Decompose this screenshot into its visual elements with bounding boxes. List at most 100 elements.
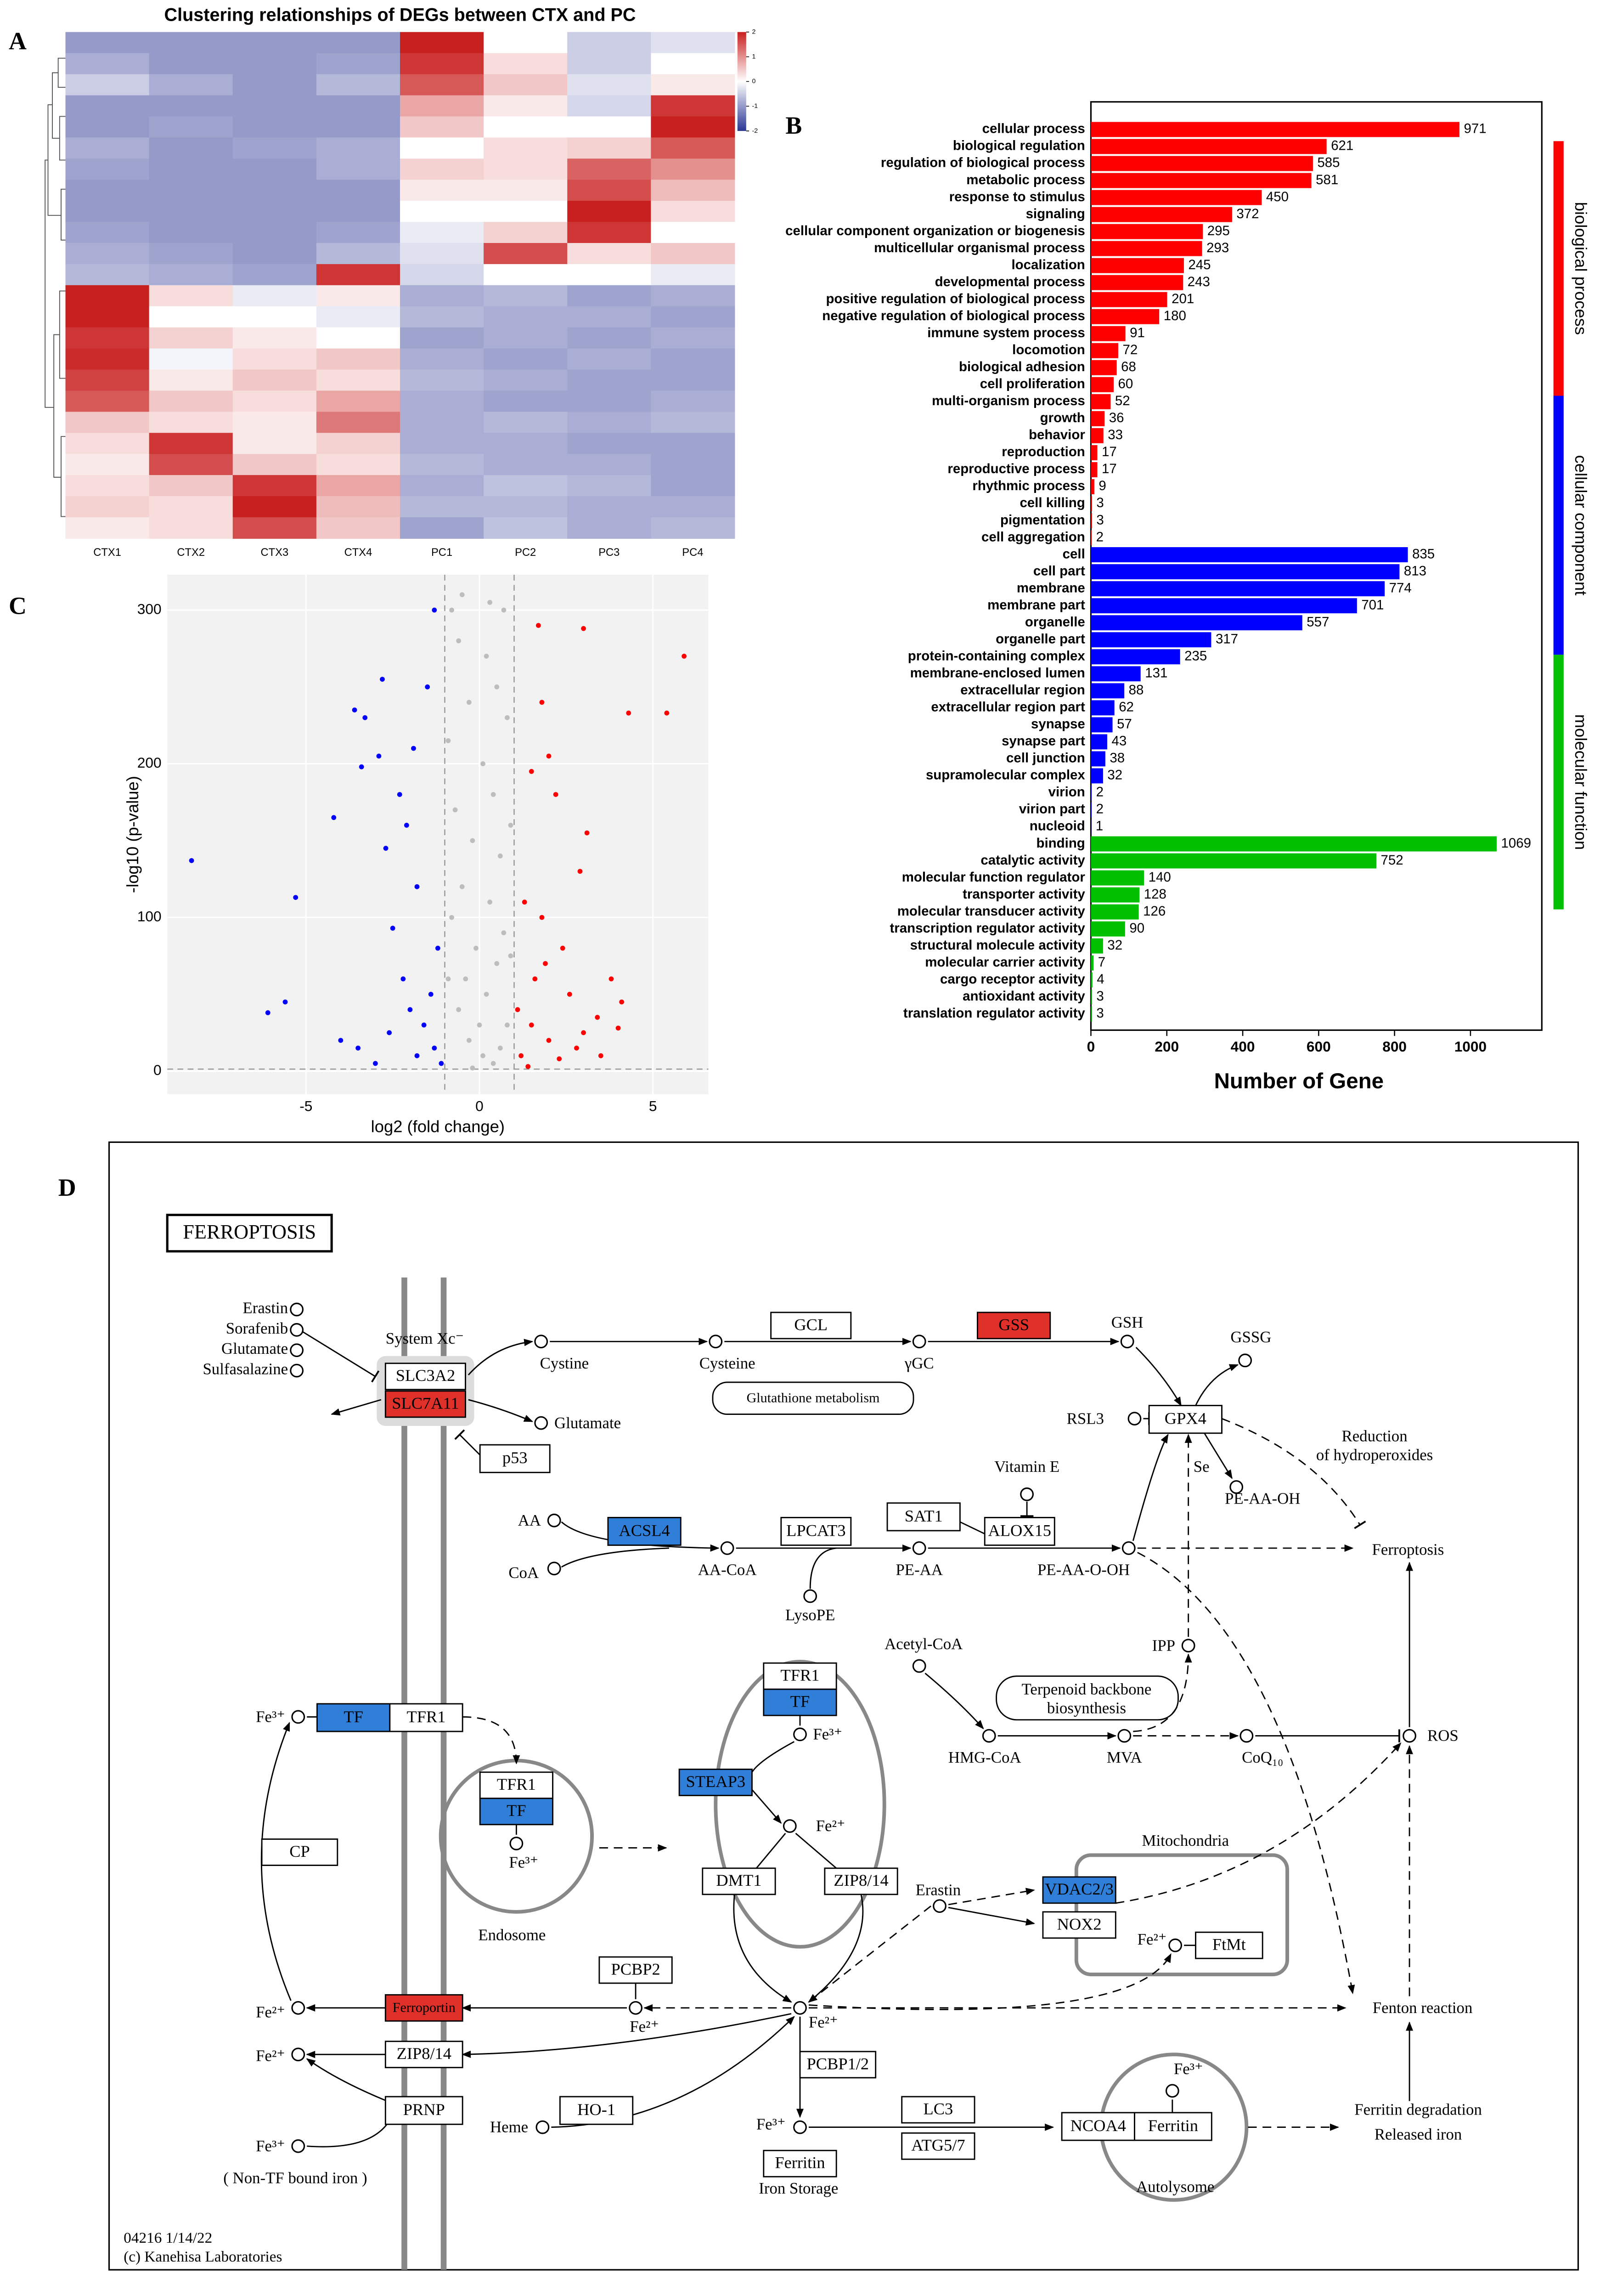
heatmap-cell — [484, 348, 568, 370]
heatmap-cell — [400, 390, 485, 413]
point — [466, 700, 472, 705]
heatmap-cell — [316, 201, 400, 222]
bar — [1091, 836, 1497, 852]
point — [470, 838, 475, 843]
heatmap-cell — [484, 327, 568, 349]
point — [373, 1061, 378, 1066]
heatmap-cell — [232, 475, 317, 497]
value-label: 201 — [1172, 291, 1194, 306]
heatmap-cell — [651, 433, 735, 455]
bar — [1091, 853, 1376, 869]
point — [477, 1022, 482, 1028]
point — [414, 1053, 420, 1058]
point — [494, 961, 500, 966]
value-label: 245 — [1188, 257, 1211, 272]
node-label: HO-1 — [577, 2100, 615, 2119]
compound — [720, 1541, 734, 1555]
y-tick-label: multicellular organismal process — [874, 240, 1085, 255]
gene-box — [384, 2041, 463, 2069]
y-tick-label: 200 — [137, 754, 162, 771]
node-label: TF — [507, 1801, 526, 1820]
bar — [1091, 530, 1092, 545]
edge — [299, 1329, 380, 1383]
heatmap-cell — [316, 496, 400, 518]
heatmap-cell — [65, 285, 150, 307]
point — [470, 1065, 475, 1071]
point — [456, 1007, 462, 1012]
point — [411, 746, 416, 751]
colorbar-label: -1 — [752, 102, 758, 110]
compound — [1239, 1729, 1254, 1743]
heatmap-cell — [651, 454, 735, 476]
heatmap-cell — [149, 180, 233, 202]
x-tick-label: -5 — [299, 1098, 312, 1114]
compound — [290, 1302, 304, 1317]
node-label: NCOA4 — [1070, 2116, 1126, 2135]
value-label: 752 — [1380, 853, 1403, 868]
heatmap-cell — [316, 180, 400, 202]
bar — [1091, 496, 1092, 511]
point — [539, 700, 545, 705]
node-label: CP — [289, 1842, 310, 1861]
heatmap-cell — [316, 285, 400, 307]
group-bar — [1553, 396, 1564, 655]
edge — [1221, 1418, 1366, 1529]
value-label: 9 — [1099, 478, 1106, 493]
y-tick-label: biological regulation — [953, 138, 1085, 153]
heatmap-cell — [149, 517, 233, 539]
value-label: 835 — [1412, 546, 1435, 561]
value-label: 1 — [1096, 819, 1103, 834]
point — [508, 953, 513, 959]
value-label: 2 — [1096, 785, 1104, 800]
value-label: 32 — [1107, 938, 1122, 953]
y-tick-label: organelle part — [996, 631, 1085, 646]
y-tick-label: response to stimulus — [949, 189, 1085, 204]
compound — [291, 1710, 305, 1724]
compound — [1121, 1541, 1136, 1555]
node-label: TF — [790, 1692, 810, 1711]
node-label: ZIP8/14 — [834, 1871, 888, 1889]
bar — [1091, 802, 1092, 818]
value-label: 774 — [1389, 580, 1412, 595]
compound — [547, 1561, 561, 1576]
dendrogram — [45, 57, 66, 517]
heatmap-cell — [484, 180, 568, 202]
point — [480, 1053, 485, 1058]
x-tick-label: 400 — [1231, 1038, 1255, 1055]
node-label: NOX2 — [1057, 1915, 1102, 1933]
bar — [1091, 649, 1180, 665]
gene-box — [559, 2096, 634, 2125]
bar — [1091, 938, 1103, 954]
value-label: 2 — [1096, 529, 1104, 544]
heatmap-cell — [232, 327, 317, 349]
y-tick-label: behavior — [1029, 427, 1085, 442]
heatmap-cell — [484, 53, 568, 75]
heatmap-cell — [567, 390, 652, 413]
value-label: 180 — [1164, 308, 1186, 323]
gene-box — [1061, 2112, 1135, 2141]
heatmap-cell — [651, 95, 735, 117]
gene-box — [316, 1703, 391, 1732]
bar — [1091, 377, 1114, 392]
heatmap-cell — [400, 369, 485, 391]
point — [414, 884, 420, 889]
edge — [1135, 1346, 1182, 1407]
bar — [1091, 428, 1104, 443]
bar — [1091, 258, 1184, 273]
pathway: FERROPTOSIS Erastin Sorafenib Glutamate Sulf… — [124, 1214, 1482, 2265]
node-label: Fe²⁺ — [256, 2003, 285, 2021]
heatmap-cell — [567, 285, 652, 307]
point — [449, 607, 454, 613]
heatmap-cell — [484, 390, 568, 413]
heatmap-cell — [400, 32, 485, 54]
node-label: ( Non-TF bound iron ) — [223, 2169, 367, 2187]
point — [484, 991, 489, 997]
point — [449, 915, 454, 920]
panel-label: D — [58, 1174, 76, 1201]
heatmap-cell — [484, 475, 568, 497]
edge — [808, 1906, 931, 2003]
node-label: of hydroperoxides — [1316, 1446, 1433, 1464]
heatmap-cell — [232, 243, 317, 265]
heatmap-cell — [149, 327, 233, 349]
point — [484, 654, 489, 659]
